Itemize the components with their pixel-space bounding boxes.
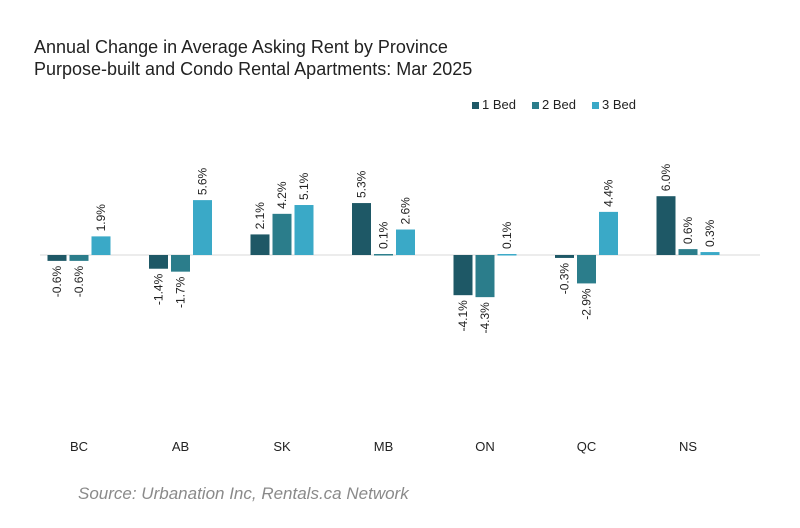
legend-label-2: 3 Bed — [602, 97, 636, 112]
data-label-mb-1: 0.1% — [377, 221, 391, 249]
category-label-sk: SK — [273, 439, 291, 454]
bar-ab-1 — [171, 255, 190, 272]
data-label-bc-2: 1.9% — [94, 204, 108, 232]
bar-ab-0 — [149, 255, 168, 269]
data-label-ns-2: 0.3% — [703, 219, 717, 247]
bar-bc-2 — [91, 236, 111, 255]
data-label-qc-2: 4.4% — [602, 179, 616, 207]
data-label-ab-2: 5.6% — [196, 167, 210, 195]
data-label-bc-0: -0.6% — [50, 266, 64, 298]
bar-sk-0 — [250, 234, 270, 255]
bar-qc-0 — [555, 255, 574, 258]
category-label-ns: NS — [679, 439, 697, 454]
legend-swatch-1 — [532, 102, 539, 109]
data-label-ab-0: -1.4% — [152, 273, 166, 305]
source-note: Source: Urbanation Inc, Rentals.ca Netwo… — [78, 484, 409, 503]
data-label-ab-1: -1.7% — [174, 276, 188, 308]
bar-mb-0 — [352, 203, 371, 255]
bar-on-2 — [497, 254, 517, 256]
bar-mb-2 — [396, 229, 415, 255]
category-label-on: ON — [475, 439, 495, 454]
data-label-ns-1: 0.6% — [681, 216, 695, 244]
chart-subtitle: Purpose-built and Condo Rental Apartment… — [34, 59, 473, 79]
legend-swatch-2 — [592, 102, 599, 109]
data-label-sk-2: 5.1% — [297, 172, 311, 200]
data-label-on-0: -4.1% — [456, 300, 470, 332]
bar-qc-2 — [599, 211, 618, 255]
data-label-ns-0: 6.0% — [659, 164, 673, 192]
category-label-ab: AB — [172, 439, 189, 454]
bar-qc-1 — [577, 255, 596, 284]
data-label-qc-0: -0.3% — [558, 263, 572, 295]
data-label-sk-1: 4.2% — [275, 181, 289, 209]
legend-label-0: 1 Bed — [482, 97, 516, 112]
bar-on-0 — [453, 255, 473, 296]
bar-bc-1 — [69, 255, 89, 261]
data-label-qc-1: -2.9% — [580, 288, 594, 320]
category-label-mb: MB — [374, 439, 394, 454]
bar-ns-1 — [678, 249, 698, 255]
bar-ab-2 — [193, 200, 212, 255]
data-label-mb-0: 5.3% — [355, 170, 369, 198]
bar-ns-2 — [700, 252, 720, 255]
bar-ns-0 — [656, 196, 676, 255]
data-label-on-2: 0.1% — [500, 221, 514, 249]
chart-title-block: Annual Change in Average Asking Rent by … — [34, 36, 472, 80]
legend-swatch-0 — [472, 102, 479, 109]
category-label-bc: BC — [70, 439, 88, 454]
data-label-sk-0: 2.1% — [253, 202, 267, 230]
data-label-on-1: -4.3% — [478, 302, 492, 334]
category-label-qc: QC — [577, 439, 597, 454]
legend-label-1: 2 Bed — [542, 97, 576, 112]
bar-sk-1 — [272, 213, 292, 255]
chart-title: Annual Change in Average Asking Rent by … — [34, 37, 448, 57]
bar-bc-0 — [47, 255, 67, 261]
bar-sk-2 — [294, 205, 314, 255]
data-label-mb-2: 2.6% — [399, 197, 413, 225]
bar-mb-1 — [374, 254, 393, 256]
bar-on-1 — [475, 255, 495, 298]
data-label-bc-1: -0.6% — [72, 266, 86, 298]
